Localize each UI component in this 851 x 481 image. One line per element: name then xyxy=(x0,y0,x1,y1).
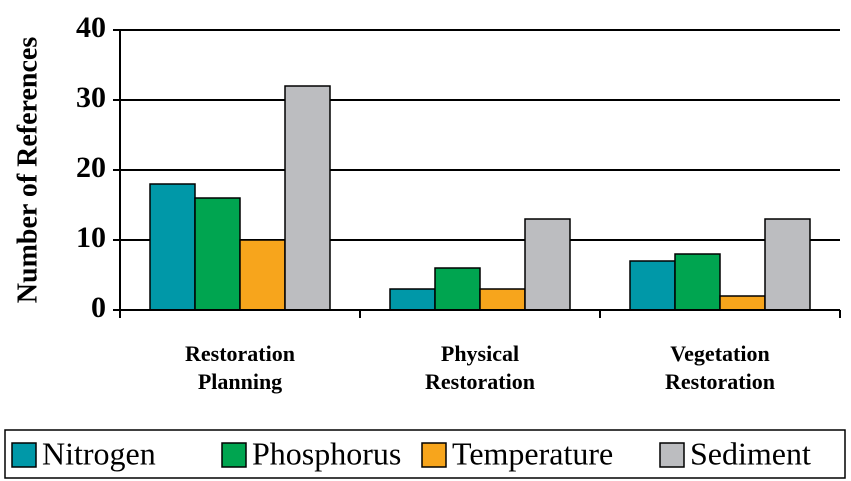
x-tick-label: Restoration Planning xyxy=(185,341,295,394)
y-tick-label: 40 xyxy=(76,11,106,44)
x-tick-label: Physical Restoration xyxy=(425,341,535,394)
legend-swatch xyxy=(421,442,447,468)
legend-label: Phosphorus xyxy=(252,435,401,471)
bar xyxy=(284,85,331,311)
bar xyxy=(434,267,481,311)
bar xyxy=(764,218,811,311)
bar xyxy=(149,183,196,311)
legend-label: Sediment xyxy=(690,435,811,471)
bar xyxy=(389,288,436,311)
legend-swatch xyxy=(659,442,685,468)
bar xyxy=(194,197,241,311)
y-axis-label: Number of References xyxy=(12,37,43,304)
bar xyxy=(719,295,766,311)
bar xyxy=(479,288,526,311)
legend-label: Temperature xyxy=(452,435,613,471)
bar xyxy=(239,239,286,311)
y-tick-label: 20 xyxy=(76,151,106,184)
legend-box xyxy=(4,429,846,479)
legend-swatch xyxy=(221,442,247,468)
y-tick-label: 0 xyxy=(91,291,106,324)
legend-label: Nitrogen xyxy=(42,435,156,471)
y-tick-label: 10 xyxy=(76,221,106,254)
legend-swatch xyxy=(11,442,37,468)
bar xyxy=(674,253,721,311)
bar xyxy=(629,260,676,311)
y-tick-label: 30 xyxy=(76,81,106,114)
bar xyxy=(524,218,571,311)
x-tick-label: Vegetation Restoration xyxy=(665,341,775,394)
